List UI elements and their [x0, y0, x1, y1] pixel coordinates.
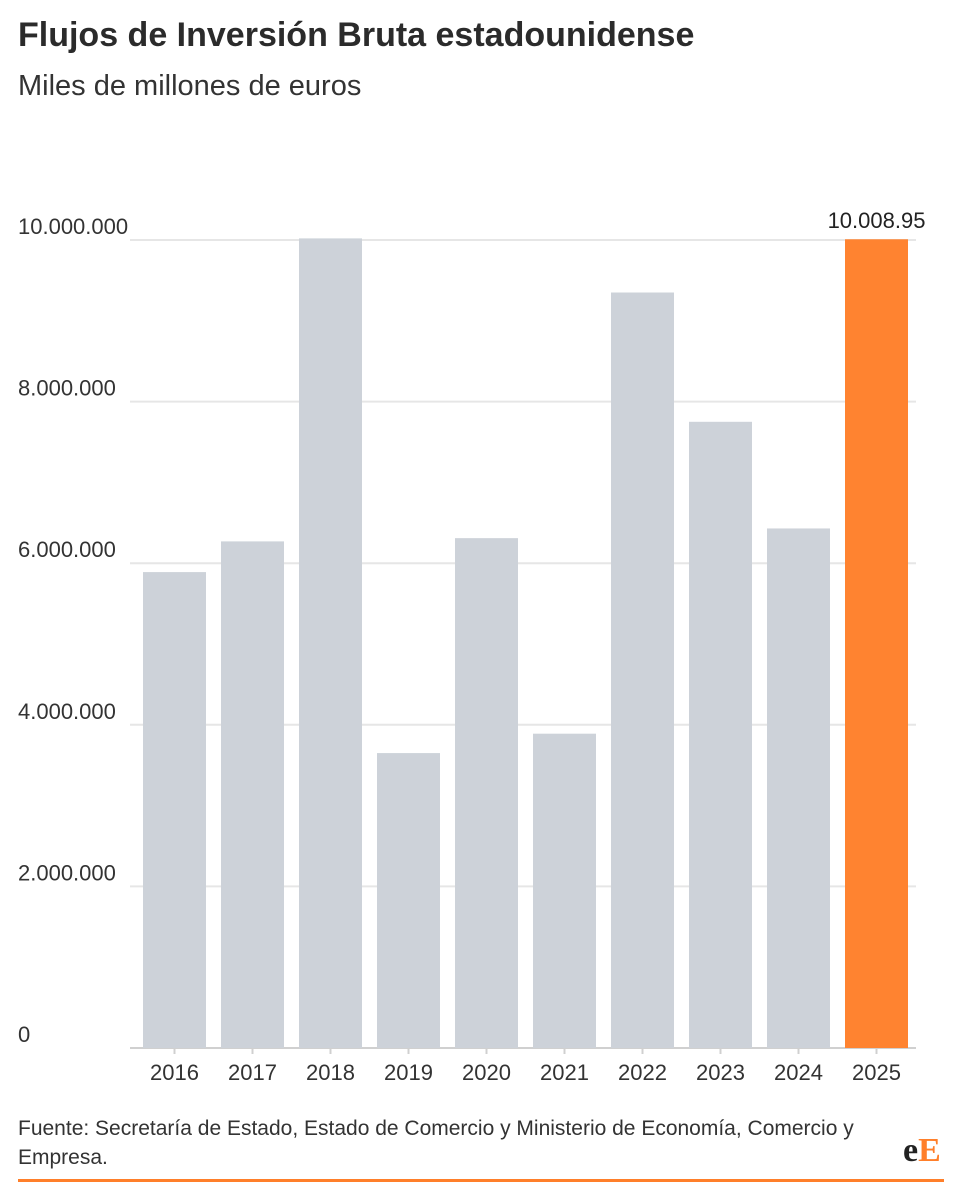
logo-letter-E: E — [918, 1132, 941, 1169]
chart-subtitle: Miles de millones de euros — [18, 70, 362, 102]
bar-2016 — [143, 572, 206, 1048]
x-tick-label: 2025 — [852, 1060, 901, 1085]
source-note: Fuente: Secretaría de Estado, Estado de … — [18, 1117, 854, 1169]
x-tick-label: 2019 — [384, 1060, 433, 1085]
bar-2019 — [377, 753, 440, 1048]
y-tick-label: 8.000.000 — [18, 376, 116, 401]
y-tick-label: 4.000.000 — [18, 699, 116, 724]
bar-2023 — [689, 421, 752, 1048]
y-tick-label: 2.000.000 — [18, 860, 116, 885]
highlight-data-label: 10.008.95 — [828, 208, 926, 233]
bar-2022 — [611, 292, 674, 1048]
bar-2021 — [533, 733, 596, 1048]
x-tick-label: 2016 — [150, 1060, 199, 1085]
bar-2025 — [845, 239, 908, 1048]
logo-letter-e: e — [903, 1132, 919, 1169]
bar-chart: 0 2.000.000 4.000.000 6.000.000 8.000.000 10.… — [18, 208, 925, 1085]
bar-2020 — [455, 538, 518, 1048]
x-tick-label: 2023 — [696, 1060, 745, 1085]
x-tick-label: 2021 — [540, 1060, 589, 1085]
y-tick-label: 0 — [18, 1022, 30, 1047]
x-tick-label: 2020 — [462, 1060, 511, 1085]
y-tick-label: 6.000.000 — [18, 537, 116, 562]
bars — [143, 238, 908, 1048]
x-tick-label: 2018 — [306, 1060, 355, 1085]
labels: 0 2.000.000 4.000.000 6.000.000 8.000.000 10.… — [18, 208, 925, 1085]
bar-2017 — [221, 541, 284, 1048]
bar-2018 — [299, 238, 362, 1048]
x-tick-label: 2022 — [618, 1060, 667, 1085]
y-tick-label: 10.000.000 — [18, 214, 128, 239]
x-tick-label: 2024 — [774, 1060, 823, 1085]
x-tick-label: 2017 — [228, 1060, 277, 1085]
footer-divider — [18, 1179, 944, 1182]
publisher-logo: eE — [903, 1134, 941, 1168]
chart-title: Flujos de Inversión Bruta estadounidense — [18, 16, 695, 54]
bar-2024 — [767, 528, 830, 1048]
